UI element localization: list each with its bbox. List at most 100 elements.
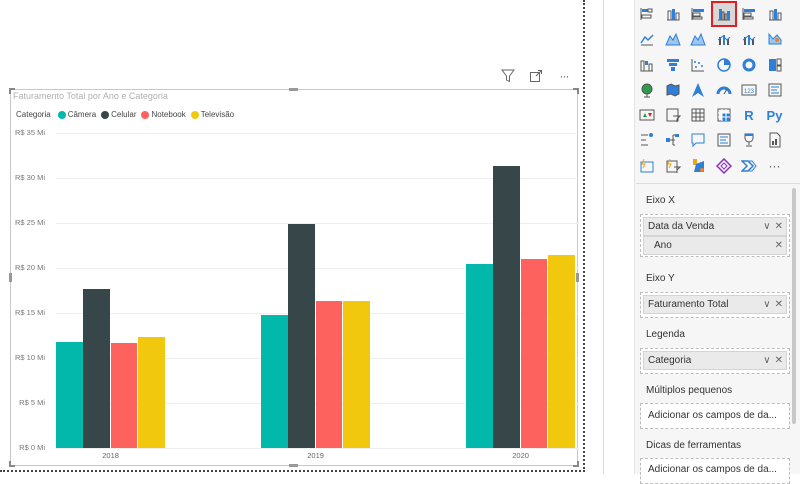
- legend-item-televisao[interactable]: Televisão: [190, 110, 234, 119]
- small-multiples-well[interactable]: Adicionar os campos de da...: [640, 403, 790, 429]
- resize-handle-top[interactable]: [289, 88, 298, 91]
- legend-well-label: Legenda: [646, 329, 685, 340]
- azure-map-icon[interactable]: [687, 79, 709, 101]
- gridline: [56, 223, 579, 224]
- tooltips-well[interactable]: Adicionar os campos de da...: [640, 458, 790, 484]
- report-canvas: ··· Faturamento Total por Ano e Categori…: [0, 0, 604, 474]
- x-axis-well[interactable]: Data da Venda ∨ ✕ Ano ✕: [640, 214, 790, 257]
- resize-handle-bl[interactable]: [9, 461, 15, 467]
- remove-field-icon[interactable]: ✕: [774, 299, 783, 310]
- resize-handle-br[interactable]: [573, 461, 579, 467]
- bar-2020-2[interactable]: [520, 259, 548, 448]
- decomposition-tree-icon[interactable]: [662, 129, 684, 151]
- bar-2019-2[interactable]: [315, 301, 343, 448]
- line-clustered-column-icon[interactable]: [713, 28, 735, 50]
- legend-well[interactable]: Categoria ∨ ✕: [640, 348, 790, 374]
- line-stacked-column-icon[interactable]: [738, 28, 760, 50]
- funnel-icon[interactable]: [662, 54, 684, 76]
- legend: Categoria Câmera Celular Notebook Televi…: [16, 110, 235, 119]
- bar-2018-0[interactable]: [56, 341, 83, 448]
- power-automate-icon[interactable]: [687, 155, 709, 177]
- x-axis-well-label: Eixo X: [646, 195, 675, 206]
- bar-2020-0[interactable]: [466, 264, 493, 448]
- chevron-down-icon[interactable]: ∨: [763, 221, 771, 232]
- focus-mode-icon[interactable]: [528, 68, 544, 84]
- stacked-bar-icon[interactable]: [636, 3, 658, 25]
- multi-row-card-icon[interactable]: [764, 79, 786, 101]
- paginated-report-icon[interactable]: [764, 129, 786, 151]
- y-axis-field-pill[interactable]: Faturamento Total ∨ ✕: [643, 295, 787, 314]
- python-visual-icon[interactable]: Py: [766, 107, 783, 123]
- bar-2020-3[interactable]: [547, 255, 575, 448]
- line-chart-icon[interactable]: [636, 28, 658, 50]
- bar-2019-1[interactable]: [288, 223, 316, 448]
- qna-icon[interactable]: [687, 129, 709, 151]
- resize-handle-bottom[interactable]: [289, 464, 298, 467]
- bar-2018-1[interactable]: [83, 288, 111, 448]
- treemap-icon[interactable]: [764, 54, 786, 76]
- y-axis-well-label: Eixo Y: [646, 273, 675, 284]
- page-boundary-bottom: [0, 470, 585, 472]
- kpi-icon[interactable]: [636, 104, 658, 126]
- area-chart-icon[interactable]: [662, 28, 684, 50]
- bar-2019-0[interactable]: [261, 314, 288, 448]
- table-icon[interactable]: [687, 104, 709, 126]
- clustered-column-icon[interactable]: [710, 1, 737, 27]
- x-axis-field-pill[interactable]: Data da Venda ∨ ✕: [643, 217, 787, 236]
- y-axis-tick-label: R$ 5 Mi: [19, 398, 45, 407]
- clustered-column-chart-visual[interactable]: Faturamento Total por Ano e Categoria Ca…: [9, 88, 579, 467]
- legend-item-celular[interactable]: Celular: [101, 110, 136, 119]
- slicer-icon[interactable]: [662, 104, 684, 126]
- r-visual-icon[interactable]: R: [744, 107, 754, 123]
- visual-header: ···: [500, 68, 572, 84]
- ribbon-chart-icon[interactable]: [764, 28, 786, 50]
- bar-2019-3[interactable]: [342, 301, 370, 448]
- goals-icon[interactable]: [738, 129, 760, 151]
- map-icon[interactable]: [636, 79, 658, 101]
- resize-handle-left[interactable]: [9, 273, 12, 282]
- legend-item-notebook[interactable]: Notebook: [141, 110, 186, 119]
- more-visuals-icon[interactable]: ···: [768, 158, 781, 173]
- remove-field-icon[interactable]: ✕: [774, 240, 783, 251]
- power-automate-flow-icon[interactable]: [738, 155, 760, 177]
- filled-map-icon[interactable]: [662, 79, 684, 101]
- smart-narrative-icon[interactable]: [713, 129, 735, 151]
- legend-field-pill[interactable]: Categoria ∨ ✕: [643, 351, 787, 370]
- chevron-down-icon[interactable]: ∨: [763, 355, 771, 366]
- resize-handle-tr[interactable]: [573, 88, 579, 94]
- filter-icon[interactable]: [500, 68, 516, 84]
- y-axis-tick-label: R$ 20 Mi: [14, 263, 45, 272]
- y-axis-well[interactable]: Faturamento Total ∨ ✕: [640, 292, 790, 318]
- x-axis-tick-label: 2020: [512, 451, 529, 460]
- tooltips-well-label: Dicas de ferramentas: [646, 440, 742, 451]
- donut-chart-icon[interactable]: [738, 54, 760, 76]
- waterfall-icon[interactable]: [636, 54, 658, 76]
- resize-handle-tl[interactable]: [9, 88, 15, 94]
- power-apps-card-icon[interactable]: [636, 155, 658, 177]
- bar-2018-3[interactable]: [137, 337, 165, 448]
- power-apps-icon[interactable]: [713, 155, 735, 177]
- x-axis-subfield-pill[interactable]: Ano ✕: [643, 236, 787, 255]
- 100-stacked-column-icon[interactable]: [764, 3, 786, 25]
- scatter-icon[interactable]: [687, 54, 709, 76]
- pane-scrollbar[interactable]: [792, 188, 796, 424]
- small-multiples-placeholder: Adicionar os campos de da...: [648, 410, 777, 421]
- chevron-down-icon[interactable]: ∨: [763, 299, 771, 310]
- stacked-column-icon[interactable]: [662, 3, 684, 25]
- gauge-icon[interactable]: [713, 79, 735, 101]
- pie-chart-icon[interactable]: [713, 54, 735, 76]
- card-icon[interactable]: 123: [738, 79, 760, 101]
- key-influencers-icon[interactable]: [636, 129, 658, 151]
- matrix-icon[interactable]: [713, 104, 735, 126]
- bar-2020-1[interactable]: [493, 166, 521, 448]
- remove-field-icon[interactable]: ✕: [774, 221, 783, 232]
- remove-field-icon[interactable]: ✕: [774, 355, 783, 366]
- power-apps-slicer-icon[interactable]: [662, 155, 684, 177]
- more-options-icon[interactable]: ···: [559, 69, 570, 83]
- 100-stacked-bar-icon[interactable]: [738, 3, 760, 25]
- resize-handle-right[interactable]: [576, 273, 579, 282]
- legend-item-camera[interactable]: Câmera: [57, 110, 96, 119]
- bar-2018-2[interactable]: [110, 342, 138, 448]
- stacked-area-icon[interactable]: [687, 28, 709, 50]
- clustered-bar-icon[interactable]: [687, 3, 709, 25]
